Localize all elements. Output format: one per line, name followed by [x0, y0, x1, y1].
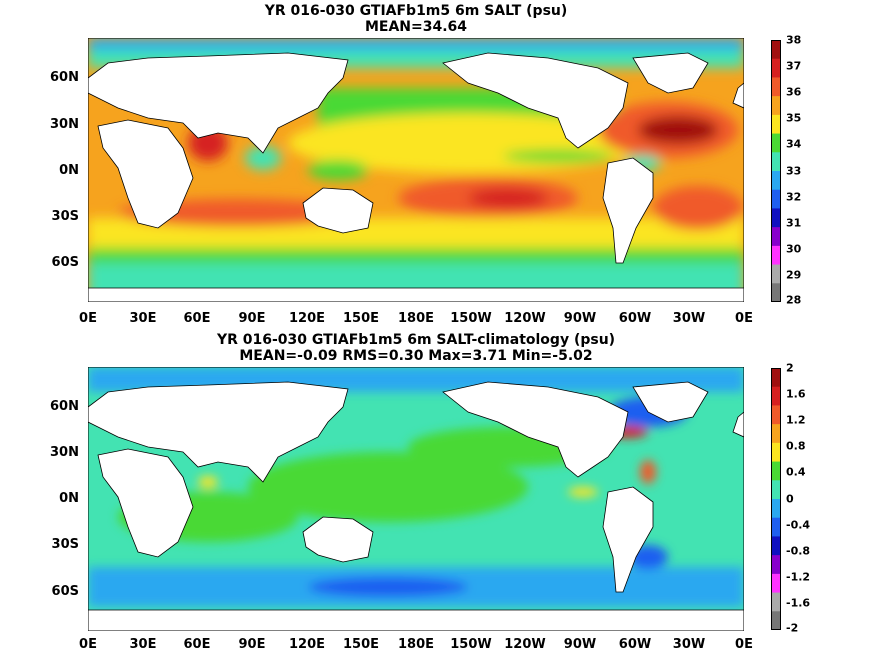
lon-label: 180E — [397, 311, 435, 326]
colorbar-label: -0.4 — [786, 518, 811, 532]
colorbar-label: 0.4 — [786, 465, 806, 479]
lon-label: 60E — [183, 637, 211, 652]
colorbar-label: 28 — [786, 293, 802, 307]
lon-label: 0E — [79, 637, 97, 652]
lon-label: 60W — [618, 311, 652, 326]
lon-label: 90W — [563, 311, 597, 326]
lat-label: 60S — [51, 255, 79, 270]
lon-label: 0E — [79, 311, 97, 326]
lon-label: 90E — [238, 637, 266, 652]
lon-label: 120W — [504, 311, 546, 326]
colorbar-label: 36 — [786, 85, 802, 99]
lon-label: 30W — [672, 637, 706, 652]
colorbar-swatch — [771, 96, 781, 116]
lat-label: 0N — [59, 491, 79, 506]
colorbar-swatch — [771, 133, 781, 153]
lon-label: 150E — [342, 311, 380, 326]
colorbar-swatch — [771, 152, 781, 172]
lat-label: 60N — [50, 399, 79, 414]
colorbar-label: 29 — [786, 268, 802, 282]
lon-label: 180E — [397, 637, 435, 652]
colorbar-swatch — [771, 283, 781, 302]
colorbar-label: -0.8 — [786, 544, 811, 558]
colorbar-frame — [771, 40, 781, 302]
lon-label: 30W — [672, 311, 706, 326]
colorbar-swatch — [771, 461, 781, 481]
top-colorbar — [771, 40, 781, 302]
lon-label: 150E — [342, 637, 380, 652]
colorbar-label: 38 — [786, 33, 802, 47]
lon-label: 120E — [288, 311, 326, 326]
top-title-line2: MEAN=34.64 — [364, 19, 468, 35]
top-title-line1: YR 016-030 GTIAFb1m5 6m SALT (psu) — [264, 3, 568, 19]
colorbar-swatch — [771, 499, 781, 519]
colorbar-swatch — [771, 208, 781, 228]
colorbar-swatch — [771, 386, 781, 406]
lat-label: 0N — [59, 163, 79, 178]
colorbar-label: 31 — [786, 216, 802, 230]
lon-label: 0E — [735, 311, 753, 326]
colorbar-swatch — [771, 442, 781, 463]
colorbar-swatch — [771, 536, 781, 556]
lon-label: 60W — [618, 637, 652, 652]
colorbar-label: 1.6 — [786, 387, 806, 401]
colorbar-swatch — [771, 171, 781, 191]
bottom-title-line2: MEAN=-0.09 RMS=0.30 Max=3.71 Min=-5.02 — [239, 348, 593, 364]
colorbar-swatch — [771, 77, 781, 97]
colorbar-swatch — [771, 424, 781, 444]
lat-label: 60N — [50, 70, 79, 85]
bottom-title-line1: YR 016-030 GTIAFb1m5 6m SALT-climatology… — [216, 332, 616, 348]
colorbar-swatch — [771, 611, 781, 630]
colorbar-swatch — [771, 480, 781, 500]
lon-label: 0E — [735, 637, 753, 652]
lat-label: 30N — [50, 117, 79, 132]
lat-label: 60S — [51, 584, 79, 599]
lon-label: 60E — [183, 311, 211, 326]
lon-label: 90W — [563, 637, 597, 652]
colorbar-swatch — [771, 592, 781, 612]
colorbar-label: -2 — [786, 621, 799, 635]
lat-label: 30S — [51, 209, 79, 224]
lon-label: 90E — [238, 311, 266, 326]
colorbar-label: -1.2 — [786, 570, 811, 584]
colorbar-swatch — [771, 189, 781, 209]
bottom-colorbar — [771, 368, 781, 630]
lon-label: 150W — [450, 637, 492, 652]
colorbar-frame — [771, 368, 781, 630]
lat-label: 30S — [51, 537, 79, 552]
colorbar-label: 32 — [786, 190, 802, 204]
colorbar-swatch — [771, 264, 781, 284]
lon-label: 30E — [129, 311, 157, 326]
lon-label: 120W — [504, 637, 546, 652]
colorbar-swatch — [771, 573, 781, 594]
lon-label: 120E — [288, 637, 326, 652]
colorbar-label: 34 — [786, 137, 802, 151]
colorbar-label: 2 — [786, 361, 794, 375]
lon-label: 150W — [450, 311, 492, 326]
colorbar-label: 35 — [786, 111, 802, 125]
colorbar-swatch — [771, 227, 781, 247]
colorbar-swatch — [771, 114, 781, 135]
colorbar-swatch — [771, 517, 781, 537]
colorbar-label: 30 — [786, 242, 802, 256]
colorbar-swatch — [771, 405, 781, 425]
colorbar-label: -1.6 — [786, 596, 811, 610]
colorbar-swatch — [771, 245, 781, 266]
bottom-salinity-anomaly-map — [88, 367, 744, 631]
colorbar-swatch — [771, 58, 781, 78]
colorbar-label: 37 — [786, 59, 802, 73]
colorbar-swatch — [771, 368, 781, 388]
top-salinity-map — [88, 38, 744, 302]
colorbar-label: 33 — [786, 164, 802, 178]
colorbar-label: 0 — [786, 492, 794, 506]
lat-label: 30N — [50, 445, 79, 460]
colorbar-swatch — [771, 40, 781, 60]
colorbar-swatch — [771, 555, 781, 575]
colorbar-label: 1.2 — [786, 413, 806, 427]
lon-label: 30E — [129, 637, 157, 652]
colorbar-label: 0.8 — [786, 439, 806, 453]
